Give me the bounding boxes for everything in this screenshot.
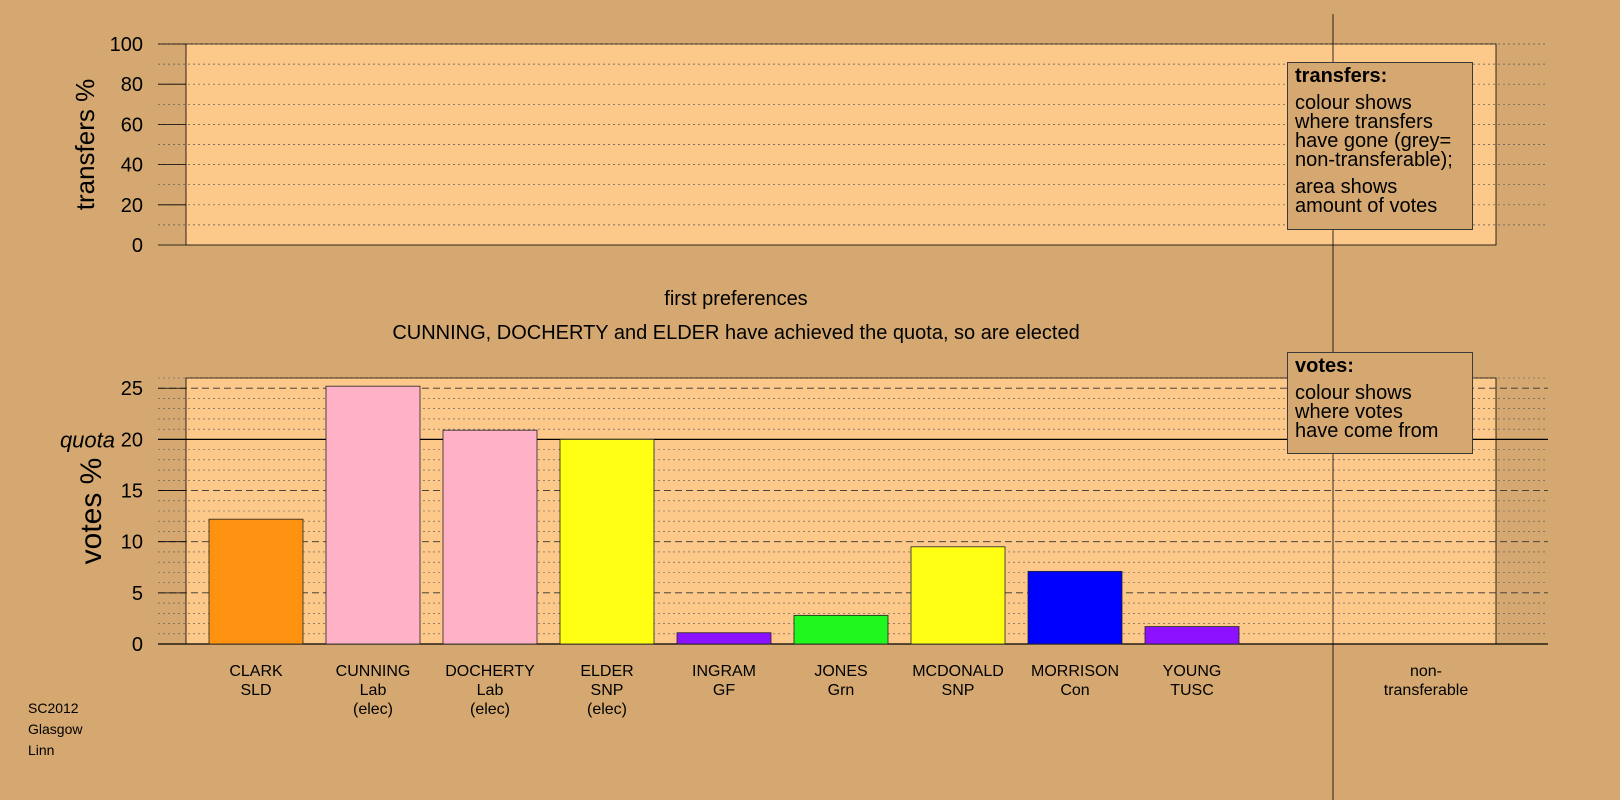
transfers-tick-label: 0	[132, 235, 143, 257]
transfers-legend-line: colour shows	[1295, 92, 1412, 114]
bar-mcdonald	[910, 546, 1006, 645]
footer-election: SC2012	[28, 700, 79, 716]
transfers-tick-label: 20	[121, 195, 143, 217]
transfers-axis-label: transfers %	[70, 79, 100, 211]
votes-tick-label: 20	[121, 429, 143, 451]
footer-council: Glasgow	[28, 721, 83, 737]
transfers-tick-label: 60	[121, 114, 143, 136]
chart-title: first preferences	[664, 288, 807, 310]
candidate-name-label: DOCHERTY	[445, 663, 535, 680]
candidate-party-label: GF	[713, 682, 735, 699]
votes-legend: votes: colour shows where votes have come …	[1287, 352, 1473, 454]
candidate-party-label: TUSC	[1170, 682, 1214, 699]
bar-morrison	[1027, 570, 1123, 645]
non-transferable-label-line1: non-	[1410, 663, 1442, 680]
transfers-legend-line: non-transferable);	[1295, 149, 1453, 171]
chart-subtitle: CUNNING, DOCHERTY and ELDER have achieve…	[392, 322, 1079, 344]
quota-label: quota	[60, 427, 115, 452]
footer-info: SC2012 Glasgow Linn	[28, 698, 82, 761]
candidate-status-label: (elec)	[353, 701, 393, 718]
footer-ward: Linn	[28, 742, 55, 758]
transfers-legend-line: area shows	[1295, 176, 1398, 198]
transfers-tick-label: 80	[121, 74, 143, 96]
non-transferable-label-line2: transferable	[1384, 682, 1469, 699]
candidate-name-label: CLARK	[229, 663, 283, 680]
candidate-name-label: CUNNING	[336, 663, 411, 680]
votes-tick-label: 0	[132, 634, 143, 656]
candidate-name-label: YOUNG	[1163, 663, 1222, 680]
transfers-tick-label: 40	[121, 155, 143, 177]
transfers-legend-line: have gone (grey=	[1295, 130, 1452, 152]
bar-young	[1144, 626, 1240, 645]
bar-elder	[559, 438, 655, 645]
candidate-name-label: JONES	[814, 663, 867, 680]
candidate-name-label: ELDER	[580, 663, 633, 680]
bar-clark	[208, 518, 304, 645]
votes-legend-line: have come from	[1295, 420, 1439, 442]
candidate-party-label: SLD	[240, 682, 271, 699]
votes-tick-label: 15	[121, 481, 143, 503]
candidate-name-label: INGRAM	[692, 663, 756, 680]
bar-docherty	[442, 429, 538, 645]
votes-axis-label: votes %	[75, 458, 108, 565]
votes-tick-label: 5	[132, 583, 143, 605]
votes-legend-title: votes:	[1295, 355, 1354, 377]
candidate-party-label: Grn	[828, 682, 855, 699]
votes-tick-label: 10	[121, 532, 143, 554]
votes-legend-line: where votes	[1295, 401, 1403, 423]
candidate-name-label: MORRISON	[1031, 663, 1119, 680]
bar-jones	[793, 614, 889, 645]
candidate-status-label: (elec)	[470, 701, 510, 718]
candidate-party-label: SNP	[591, 682, 624, 699]
transfers-legend-line: where transfers	[1295, 111, 1433, 133]
bar-cunning	[325, 385, 421, 645]
candidate-party-label: Con	[1060, 682, 1089, 699]
candidate-status-label: (elec)	[587, 701, 627, 718]
transfers-tick-label: 100	[110, 34, 143, 56]
transfers-legend: transfers: colour shows where transfers ha…	[1287, 62, 1473, 230]
candidate-name-label: MCDONALD	[912, 663, 1004, 680]
candidate-party-label: Lab	[360, 682, 387, 699]
transfers-legend-title: transfers:	[1295, 65, 1388, 87]
bar-ingram	[676, 632, 772, 645]
transfers-legend-line: amount of votes	[1295, 195, 1438, 217]
candidate-party-label: SNP	[942, 682, 975, 699]
votes-tick-label: 25	[121, 378, 143, 400]
candidate-party-label: Lab	[477, 682, 504, 699]
votes-legend-line: colour shows	[1295, 382, 1412, 404]
